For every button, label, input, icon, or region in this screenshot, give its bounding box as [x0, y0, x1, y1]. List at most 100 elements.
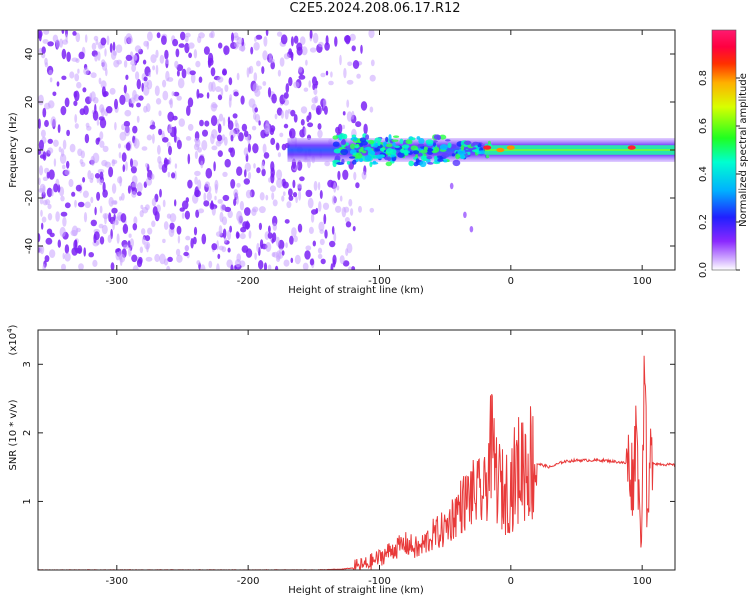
band-blob: [425, 139, 434, 144]
noise-blob: [38, 233, 41, 243]
noise-blob: [100, 80, 107, 89]
colorbar-gradient: [712, 30, 736, 270]
noise-blob: [99, 140, 105, 148]
noise-blob: [115, 44, 123, 53]
noise-blob: [77, 148, 83, 157]
snr-x-tick-label: -300: [105, 576, 128, 587]
noise-blob: [352, 60, 360, 69]
noise-blob: [271, 192, 275, 201]
noise-blob: [245, 189, 252, 199]
noise-blob: [252, 143, 259, 154]
noise-blob: [350, 208, 354, 216]
band-blob: [364, 147, 372, 151]
snr-x-tick-label: -200: [237, 576, 260, 587]
noise-blob: [232, 113, 238, 119]
noise-blob: [44, 57, 48, 65]
noise-blob: [135, 71, 140, 80]
noise-blob: [99, 131, 104, 140]
noise-blob: [90, 155, 95, 166]
noise-blob: [280, 34, 288, 45]
band-blob: [390, 154, 396, 158]
noise-blob: [97, 168, 105, 174]
noise-blob: [309, 258, 315, 266]
noise-blob: [114, 98, 118, 110]
noise-blob: [282, 181, 289, 189]
noise-blob: [217, 199, 223, 204]
noise-blob: [197, 179, 202, 190]
noise-blob: [335, 205, 342, 213]
noise-blob: [342, 169, 349, 180]
noise-blob: [118, 143, 121, 149]
noise-blob: [256, 242, 260, 253]
noise-blob: [235, 122, 240, 131]
noise-blob: [154, 85, 160, 97]
noise-blob: [288, 76, 293, 87]
noise-blob: [317, 253, 323, 259]
noise-blob: [148, 72, 152, 78]
noise-blob: [312, 32, 319, 44]
noise-blob: [337, 170, 341, 181]
band-blob: [340, 139, 346, 146]
noise-blob: [77, 68, 80, 74]
noise-blob: [38, 246, 43, 254]
noise-blob: [125, 74, 129, 81]
noise-blob: [253, 72, 258, 82]
noise-blob: [209, 202, 215, 210]
noise-blob: [176, 254, 183, 263]
noise-blob: [310, 213, 315, 223]
noise-blob: [141, 146, 148, 151]
noise-blob: [146, 243, 149, 253]
noise-blob: [261, 66, 265, 75]
noise-blob: [109, 87, 116, 95]
noise-blob: [131, 182, 138, 188]
band-blob: [397, 151, 405, 158]
noise-blob: [187, 153, 191, 165]
snr-multiplier-exponent: 4: [6, 328, 14, 333]
noise-blob: [298, 74, 306, 80]
noise-blob: [121, 192, 125, 201]
noise-blob: [168, 145, 172, 156]
noise-blob: [254, 36, 257, 42]
noise-blob: [109, 43, 113, 53]
noise-blob: [83, 67, 89, 75]
noise-blob: [159, 253, 166, 265]
noise-blob: [330, 71, 333, 78]
noise-blob: [300, 106, 308, 114]
noise-blob: [218, 113, 224, 122]
noise-blob: [74, 90, 80, 102]
colorbar-tick-label: 0.4: [698, 166, 709, 182]
colorbar: 0.0 0.2 0.4 0.6 0.8 Normalized spectral ampl…: [698, 29, 749, 278]
band-blob: [403, 149, 409, 156]
noise-blob: [99, 205, 103, 214]
noise-blob: [307, 197, 314, 209]
noise-blob: [180, 31, 186, 41]
noise-blob: [283, 123, 289, 129]
band-blob: [361, 150, 367, 154]
noise-blob: [130, 60, 137, 66]
noise-blob: [77, 245, 83, 254]
noise-blob: [105, 106, 113, 114]
noise-blob: [133, 54, 138, 61]
noise-blob: [213, 161, 216, 172]
noise-blob: [297, 223, 303, 233]
noise-blob: [47, 41, 54, 47]
snr-x-tick-label: -100: [368, 576, 391, 587]
noise-blob: [221, 246, 227, 253]
noise-blob: [58, 146, 62, 153]
noise-blob: [181, 212, 185, 219]
noise-blob: [313, 180, 318, 191]
spectrogram-x-tick-label: 0: [508, 276, 514, 287]
noise-blob: [194, 137, 200, 143]
noise-blob: [226, 229, 232, 241]
band-blob: [423, 146, 428, 151]
noise-blob: [177, 78, 185, 89]
band-blob: [332, 141, 340, 147]
band-blob: [437, 158, 444, 162]
noise-blob: [317, 123, 322, 130]
noise-blob: [123, 244, 129, 249]
noise-blob: [45, 237, 53, 245]
noise-blob: [94, 206, 97, 216]
noise-blob: [289, 128, 296, 139]
noise-blob: [319, 229, 325, 235]
snr-multiplier-text: (x10: [8, 333, 19, 356]
